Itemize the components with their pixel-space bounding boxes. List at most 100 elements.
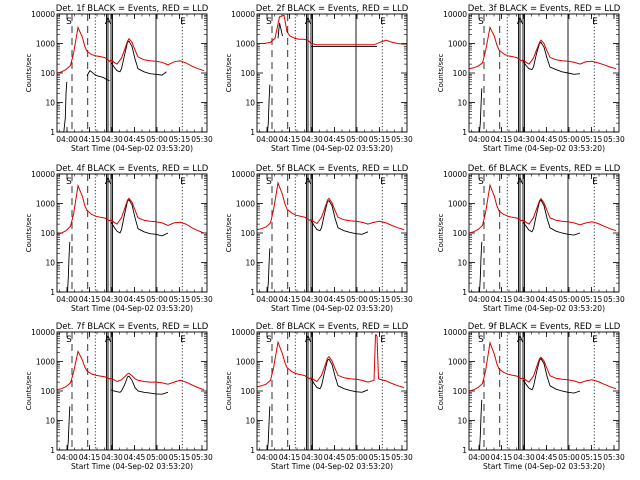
x-axis-label: Start Time (04-Sep-02 03:53:20): [71, 462, 193, 471]
panel-6: Det. 6f BLACK = Events, RED = LLD 1 10 100 1…: [437, 164, 625, 313]
events-series-line: [522, 199, 581, 236]
events-series-line: [110, 40, 167, 76]
x-tick-label: 04:15: [491, 295, 513, 304]
marker-label-e: E: [592, 17, 598, 27]
lld-series-line: [469, 183, 617, 234]
x-tick-label: 05:30: [603, 295, 625, 304]
marker-label-e: E: [592, 177, 598, 187]
marker-label-s: S: [266, 177, 272, 187]
series-group: [257, 181, 405, 292]
y-tick-label: 10000: [231, 170, 255, 179]
y-tick-label: 100: [453, 387, 468, 396]
y-axis-label: Counts/sec: [225, 372, 233, 411]
x-tick-label: 04:00: [468, 135, 490, 144]
panel-title: Det. 2f BLACK = Events, RED = LLD: [256, 4, 409, 14]
lld-series-line: [257, 14, 405, 46]
panel-7: Det. 7f BLACK = Events, RED = LLD 1 10 100 1…: [25, 322, 213, 471]
y-tick-label: 100: [41, 387, 56, 396]
panel-9: Det. 9f BLACK = Events, RED = LLD 1 10 100 1…: [437, 322, 625, 471]
marker-label-a: A: [305, 17, 312, 27]
plot-frame: [256, 173, 408, 293]
y-tick-label: 100: [41, 69, 56, 78]
marker-label-a: A: [517, 335, 524, 345]
x-tick-label: 04:15: [279, 135, 301, 144]
marker-label-s: S: [66, 335, 72, 345]
panel-4: Det. 4f BLACK = Events, RED = LLD 1 10 100 1…: [25, 164, 213, 313]
x-tick-label: 05:30: [191, 453, 213, 462]
lld-series-line: [257, 334, 405, 389]
x-tick-label: 04:30: [513, 135, 535, 144]
x-tick-label: 04:30: [301, 135, 323, 144]
marker-label-a: A: [105, 177, 112, 187]
series-group: [257, 14, 405, 132]
y-tick-label: 1000: [448, 358, 467, 367]
y-tick-label: 1000: [448, 200, 467, 209]
x-tick-label: 04:30: [101, 135, 123, 144]
x-tick-label: 04:15: [491, 453, 513, 462]
x-tick-label: 04:00: [256, 135, 278, 144]
panel-title: Det. 6f BLACK = Events, RED = LLD: [468, 164, 621, 174]
events-series-line: [310, 358, 369, 393]
x-tick-label: 05:30: [191, 135, 213, 144]
y-tick-label: 1000: [36, 40, 55, 49]
x-axis-label: Start Time (04-Sep-02 03:53:20): [271, 304, 393, 313]
y-tick-label: 100: [241, 387, 256, 396]
plot-frame: [56, 13, 208, 133]
x-axis-label: Start Time (04-Sep-02 03:53:20): [71, 144, 193, 153]
x-tick-label: 05:00: [558, 453, 580, 462]
x-tick-label: 04:00: [56, 295, 78, 304]
x-tick-label: 05:15: [369, 453, 391, 462]
x-tick-label: 05:00: [146, 295, 168, 304]
x-tick-label: 04:15: [279, 295, 301, 304]
events-series-line: [479, 241, 483, 292]
series-group: [57, 183, 205, 292]
x-tick-label: 04:30: [301, 453, 323, 462]
lld-series-line: [257, 181, 405, 231]
y-tick-label: 1000: [236, 358, 255, 367]
y-tick-label: 100: [453, 69, 468, 78]
y-axis-label: Counts/sec: [225, 54, 233, 93]
x-tick-label: 04:45: [124, 135, 146, 144]
panel-1: Det. 1f BLACK = Events, RED = LLD 1 10 100 1…: [25, 4, 213, 153]
lld-series-line: [57, 183, 205, 235]
x-tick-label: 04:45: [324, 135, 346, 144]
marker-label-a: A: [105, 335, 112, 345]
y-tick-label: 1: [250, 446, 255, 455]
marker-label-s: S: [66, 17, 72, 27]
y-tick-label: 10: [245, 417, 255, 426]
x-tick-label: 05:30: [391, 135, 413, 144]
y-axis-label: Counts/sec: [437, 372, 445, 411]
y-tick-label: 1000: [236, 200, 255, 209]
y-tick-label: 10000: [443, 10, 467, 19]
y-tick-label: 10000: [31, 170, 55, 179]
x-tick-label: 04:45: [324, 453, 346, 462]
x-tick-label: 04:30: [513, 453, 535, 462]
x-tick-label: 04:45: [124, 295, 146, 304]
y-tick-label: 100: [241, 69, 256, 78]
marker-label-e: E: [380, 177, 386, 187]
marker-label-s: S: [478, 177, 484, 187]
plot-frame: [56, 331, 208, 451]
y-tick-label: 10000: [443, 170, 467, 179]
plot-frame: [256, 331, 408, 451]
x-tick-label: 05:30: [603, 453, 625, 462]
series-group: [469, 25, 617, 132]
panel-5: Det. 5f BLACK = Events, RED = LLD 1 10 100 1…: [225, 164, 413, 313]
y-tick-label: 10000: [231, 10, 255, 19]
x-tick-label: 04:45: [124, 453, 146, 462]
y-tick-label: 1: [250, 288, 255, 297]
y-axis-label: Counts/sec: [225, 214, 233, 253]
y-tick-label: 1: [250, 128, 255, 137]
x-tick-label: 04:00: [256, 453, 278, 462]
plot-frame: [56, 173, 208, 293]
y-tick-label: 1000: [448, 40, 467, 49]
panel-2: Det. 2f BLACK = Events, RED = LLD 1 10 100 1…: [225, 4, 413, 153]
marker-label-s: S: [66, 177, 72, 187]
x-tick-label: 05:15: [369, 295, 391, 304]
marker-label-e: E: [180, 17, 186, 27]
events-series-line: [110, 198, 169, 237]
x-tick-label: 05:00: [558, 135, 580, 144]
events-series-line: [479, 399, 483, 450]
x-tick-label: 05:15: [581, 453, 603, 462]
x-tick-label: 04:00: [56, 453, 78, 462]
